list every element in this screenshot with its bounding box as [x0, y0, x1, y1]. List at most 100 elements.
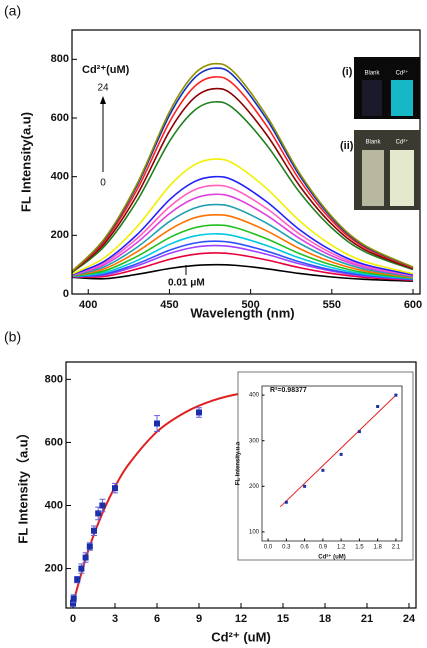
panel-label: (b) — [4, 329, 21, 345]
point — [321, 468, 325, 472]
point — [70, 595, 77, 602]
x-tick-label: 1.5 — [355, 545, 364, 551]
point — [112, 485, 118, 492]
x-tick-label: 600 — [404, 299, 422, 311]
annotation: 0 — [100, 178, 106, 189]
y-tick-label: 200 — [45, 562, 63, 574]
y-tick-label: 400 — [249, 393, 260, 399]
point — [339, 452, 343, 456]
spectrum-line — [71, 62, 414, 272]
point — [357, 430, 361, 434]
spectrum-line — [71, 240, 414, 281]
spectrum-line — [71, 158, 414, 275]
vial — [390, 150, 414, 206]
spectrum-line — [71, 233, 414, 280]
y-tick-label: 200 — [51, 229, 69, 241]
x-tick-label: 6 — [154, 613, 160, 625]
spectrum-line — [71, 184, 414, 277]
x-tick-label: 500 — [241, 299, 259, 311]
plot-frame — [261, 385, 403, 542]
y-tick-label: 300 — [249, 438, 260, 444]
spectrum-line — [71, 263, 414, 282]
x-axis-label: Cd²⁺ (uM) — [318, 554, 346, 561]
point — [95, 510, 102, 517]
spectrum-line — [71, 213, 414, 279]
x-tick-label: 24 — [403, 613, 416, 625]
spectrum-line — [71, 76, 414, 273]
point — [376, 405, 380, 409]
x-tick-label: 9 — [196, 613, 202, 625]
y-tick-label: 0 — [63, 288, 69, 300]
point — [91, 527, 97, 534]
point — [82, 554, 89, 561]
photo-tag: (ii) — [340, 140, 354, 152]
x-tick-label: 3 — [112, 613, 118, 625]
y-tick-label: 600 — [51, 112, 69, 124]
y-tick-label: 400 — [51, 171, 69, 183]
x-tick-label: 0 — [70, 613, 76, 625]
point — [154, 420, 160, 427]
point — [78, 565, 85, 572]
x-tick-label: 400 — [79, 299, 97, 311]
annotation: 0.01 μM — [168, 278, 205, 289]
y-tick-label: 100 — [249, 529, 260, 535]
photo-label: Cd²⁺ — [396, 139, 409, 146]
annotation: 24 — [97, 83, 109, 94]
x-axis-label: Wavelength (nm) — [190, 305, 294, 320]
photo-label: Cd²⁺ — [396, 70, 409, 77]
x-tick-label: 450 — [160, 299, 178, 311]
annotation: R²=0.98377 — [270, 387, 307, 394]
y-tick-label: 800 — [51, 53, 69, 65]
spectrum-line — [71, 101, 414, 274]
plot-frame — [65, 361, 417, 609]
spectrum-line — [71, 244, 414, 281]
point — [99, 502, 106, 509]
x-tick-label: 21 — [361, 613, 373, 625]
vial — [362, 150, 384, 206]
photo-tag: (i) — [342, 66, 353, 78]
point — [74, 576, 81, 583]
spectrum-line — [71, 224, 414, 279]
photo-label: Blank — [365, 140, 381, 146]
y-axis-label: FL Intensity.u.a — [236, 441, 242, 485]
spectrum-line — [71, 252, 414, 282]
x-tick-label: 15 — [277, 613, 289, 625]
photos: Blank Cd²⁺ Blank Cd²⁺ (i) (ii) — [340, 57, 420, 210]
x-axis-label: Cd²⁺ (uM) — [211, 629, 271, 644]
y-tick-label: 600 — [45, 436, 63, 448]
point — [196, 409, 202, 416]
point — [86, 543, 93, 550]
inset-frame — [237, 371, 414, 561]
spectrum-line — [71, 193, 414, 277]
fit-line — [279, 394, 397, 508]
vial — [391, 80, 413, 116]
x-tick-label: 2.1 — [392, 545, 401, 551]
spectrum-line — [71, 175, 414, 276]
panel-label: (a) — [4, 3, 21, 19]
point — [394, 393, 398, 397]
x-tick-label: 12 — [235, 613, 247, 625]
x-tick-label: 0.6 — [300, 545, 309, 551]
y-tick-label: 800 — [45, 373, 63, 385]
spectrum-line — [71, 87, 414, 273]
point — [284, 500, 288, 504]
x-tick-label: 0.0 — [264, 545, 273, 551]
arrow-head — [100, 96, 106, 104]
x-tick-label: 18 — [319, 613, 331, 625]
photo-label: Blank — [364, 71, 380, 77]
annotation: Cd²⁺(uM) — [82, 64, 130, 76]
x-tick-label: 1.2 — [337, 545, 346, 551]
x-tick-label: 0.3 — [282, 545, 291, 551]
x-tick-label: 550 — [323, 299, 341, 311]
y-axis-label: FL Intensity（a.u） — [15, 426, 30, 544]
vial — [362, 80, 382, 116]
point — [303, 484, 307, 488]
y-tick-label: 400 — [45, 499, 63, 511]
spectrum-line — [71, 203, 414, 278]
point — [70, 600, 76, 607]
y-tick-label: 200 — [249, 484, 260, 490]
x-tick-label: 1.8 — [373, 545, 382, 551]
y-axis-label: FL Intensity(a.u) — [18, 112, 33, 212]
x-tick-label: 0.9 — [319, 545, 328, 551]
